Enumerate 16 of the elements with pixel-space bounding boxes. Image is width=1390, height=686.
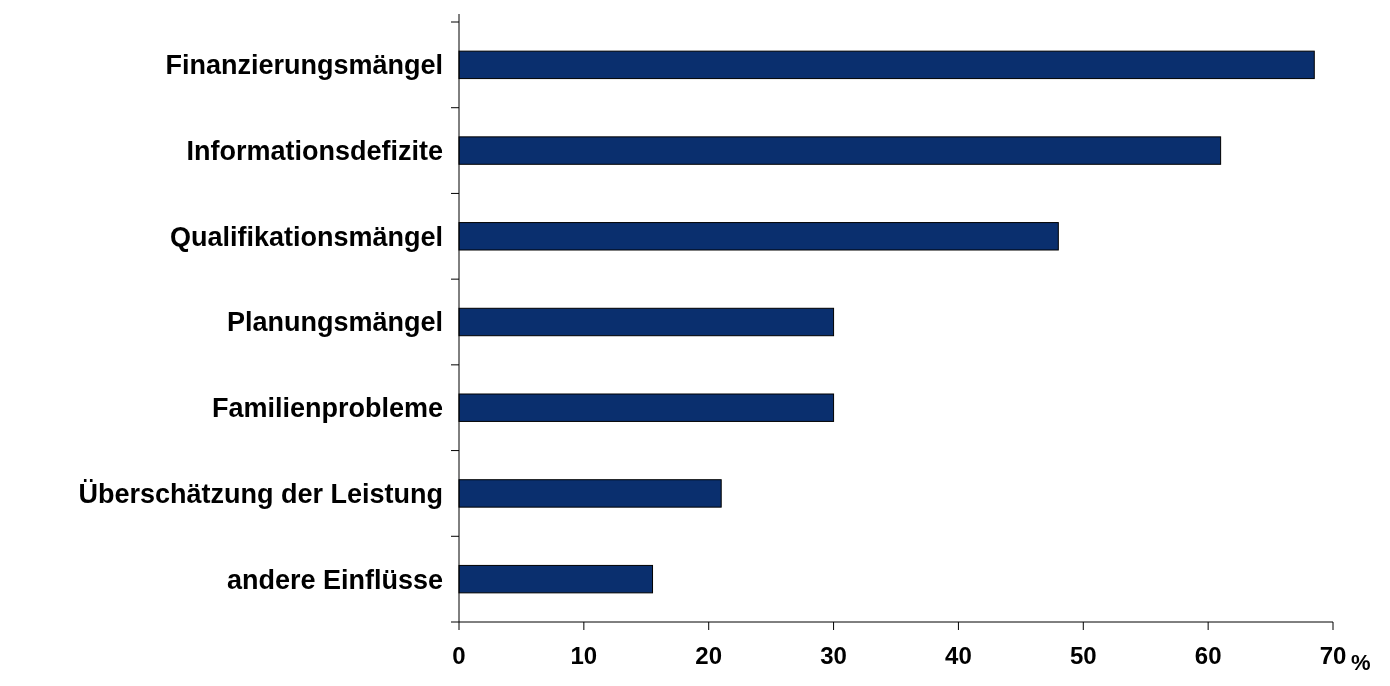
y-tick-label: Familienprobleme bbox=[211, 393, 443, 424]
x-tick-label: 40 bbox=[945, 642, 972, 669]
x-tick-label: 0 bbox=[452, 642, 466, 669]
x-axis-title: % bbox=[1351, 650, 1371, 675]
y-tick-label: andere Einflüsse bbox=[226, 564, 443, 595]
x-tick-label: 20 bbox=[695, 642, 723, 669]
y-tick-label: Planungsmängel bbox=[226, 307, 443, 338]
x-tick-label: 30 bbox=[820, 642, 847, 669]
y-tick-label: Finanzierungsmängel bbox=[165, 50, 443, 81]
x-tick-label: 10 bbox=[570, 642, 598, 669]
y-tick-label: Qualifikationsmängel bbox=[169, 221, 443, 252]
x-tick-label: 70 bbox=[1319, 642, 1347, 669]
y-tick-label: Überschätzung der Leistung bbox=[78, 478, 443, 509]
y-tick-label: Informationsdefizite bbox=[186, 136, 443, 167]
x-tick-label: 50 bbox=[1069, 642, 1097, 669]
x-tick-label: 60 bbox=[1194, 642, 1222, 669]
